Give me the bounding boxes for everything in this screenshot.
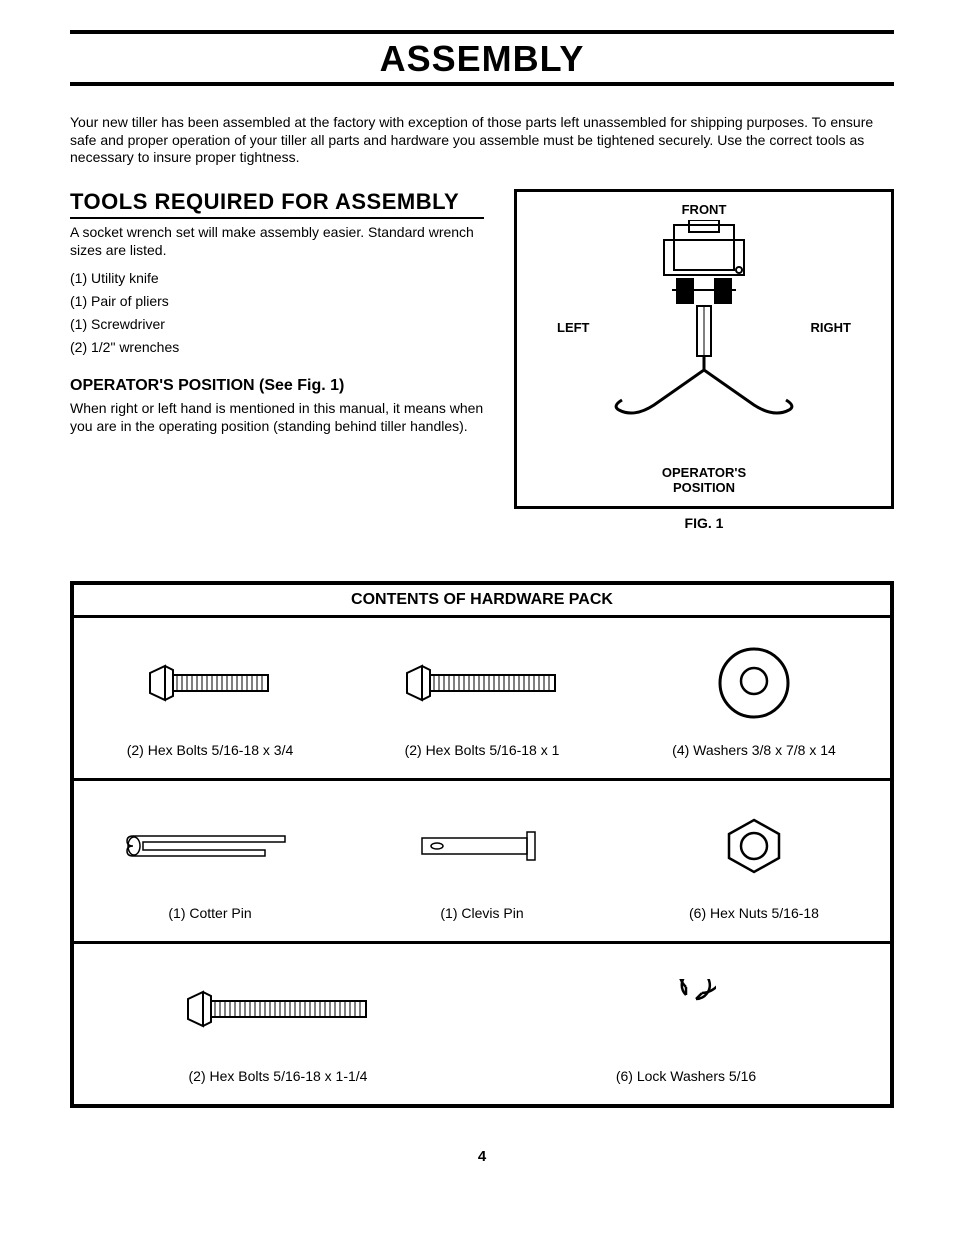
hex-bolt-icon (145, 638, 275, 728)
fig-label-right: RIGHT (811, 320, 851, 335)
page: ASSEMBLY Your new tiller has been assemb… (0, 0, 954, 1195)
clevis-pin-icon (417, 801, 547, 891)
figure-caption: FIG. 1 (514, 515, 894, 531)
hardware-label: (2) Hex Bolts 5/16-18 x 3/4 (127, 742, 294, 758)
hardware-cell: (6) Lock Washers 5/16 (482, 944, 890, 1104)
tools-heading: TOOLS REQUIRED FOR ASSEMBLY (70, 189, 484, 219)
tiller-diagram-icon (594, 220, 814, 470)
top-rule (70, 30, 894, 34)
hardware-cell: (2) Hex Bolts 5/16-18 x 3/4 (74, 618, 346, 778)
fig-label-operator: OPERATOR'S POSITION (517, 466, 891, 496)
operator-heading: OPERATOR'S POSITION (See Fig. 1) (70, 377, 484, 395)
hardware-cell: (1) Cotter Pin (74, 781, 346, 941)
right-column: FRONT LEFT RIGHT OPERATOR'S POSITION (514, 189, 894, 531)
intro-paragraph: Your new tiller has been assembled at th… (70, 114, 894, 167)
hardware-label: (6) Hex Nuts 5/16-18 (689, 905, 819, 921)
washer-icon (714, 638, 794, 728)
hardware-label: (1) Cotter Pin (168, 905, 251, 921)
cotter-pin-icon (125, 801, 295, 891)
hardware-row: (2) Hex Bolts 5/16-18 x 1-1/4 (6) Lock W… (74, 944, 890, 1104)
hex-bolt-icon (402, 638, 562, 728)
lock-washer-icon (656, 964, 716, 1054)
hardware-cell: (2) Hex Bolts 5/16-18 x 1 (346, 618, 618, 778)
hardware-cell: (6) Hex Nuts 5/16-18 (618, 781, 890, 941)
fig-label-front: FRONT (517, 202, 891, 217)
title-rule (70, 82, 894, 86)
hex-nut-icon (719, 801, 789, 891)
left-column: TOOLS REQUIRED FOR ASSEMBLY A socket wre… (70, 189, 484, 444)
two-column-section: TOOLS REQUIRED FOR ASSEMBLY A socket wre… (70, 189, 894, 531)
operator-paragraph: When right or left hand is mentioned in … (70, 399, 484, 435)
hardware-row: (1) Cotter Pin (1) Clevis Pin (74, 781, 890, 944)
hardware-label: (2) Hex Bolts 5/16-18 x 1 (405, 742, 560, 758)
hex-bolt-icon (183, 964, 373, 1054)
tool-item: (1) Utility knife (70, 267, 484, 290)
hardware-label: (1) Clevis Pin (440, 905, 523, 921)
tool-item: (1) Screwdriver (70, 313, 484, 336)
tools-list: (1) Utility knife (1) Pair of pliers (1)… (70, 267, 484, 359)
fig-label-left: LEFT (557, 320, 590, 335)
hardware-cell: (4) Washers 3/8 x 7/8 x 14 (618, 618, 890, 778)
hardware-row: (2) Hex Bolts 5/16-18 x 3/4 (2) Hex Bolt… (74, 618, 890, 781)
tool-item: (2) 1/2" wrenches (70, 336, 484, 359)
hardware-table: CONTENTS OF HARDWARE PACK (2) Hex Bolts … (70, 581, 894, 1108)
hardware-label: (6) Lock Washers 5/16 (616, 1068, 756, 1084)
hardware-label: (4) Washers 3/8 x 7/8 x 14 (672, 742, 836, 758)
tools-intro: A socket wrench set will make assembly e… (70, 223, 484, 259)
fig-label-operator-2: POSITION (673, 480, 735, 495)
hardware-cell: (2) Hex Bolts 5/16-18 x 1-1/4 (74, 944, 482, 1104)
page-number: 4 (70, 1148, 894, 1165)
hardware-header: CONTENTS OF HARDWARE PACK (74, 585, 890, 618)
hardware-label: (2) Hex Bolts 5/16-18 x 1-1/4 (189, 1068, 368, 1084)
page-title: ASSEMBLY (70, 38, 894, 80)
tool-item: (1) Pair of pliers (70, 290, 484, 313)
hardware-cell: (1) Clevis Pin (346, 781, 618, 941)
figure-1-box: FRONT LEFT RIGHT OPERATOR'S POSITION (514, 189, 894, 509)
